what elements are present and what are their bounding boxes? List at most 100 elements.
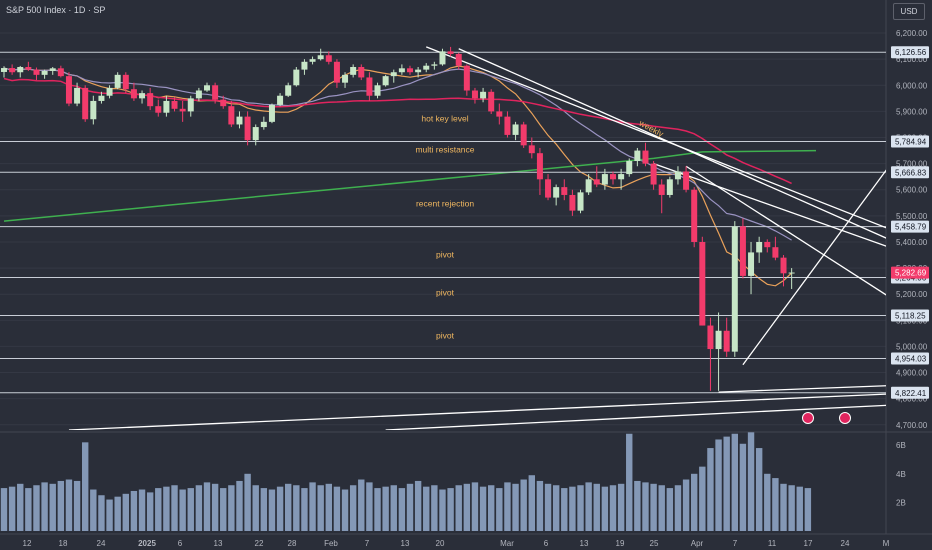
trendlines[interactable] [68, 46, 889, 430]
volume-bar [106, 499, 113, 531]
time-tick-label: 13 [401, 539, 410, 548]
time-tick-label: 28 [288, 539, 297, 548]
level-price-tag [891, 386, 929, 399]
volume-bar [25, 488, 32, 531]
volume-bar [455, 485, 462, 531]
volume-bar [423, 486, 430, 531]
volume-bar [268, 489, 276, 531]
level-price-label: 5,784.94 [895, 137, 927, 146]
volume-bar [146, 492, 154, 531]
candle-body [1, 68, 7, 72]
candle-body [41, 70, 48, 75]
ma-long-green-line [3, 149, 817, 222]
volume-bar [731, 433, 738, 531]
candle-body [212, 85, 219, 100]
candle-body [431, 64, 438, 66]
candle-body [618, 174, 625, 180]
volume-bar [512, 483, 519, 531]
level-price-tag [891, 220, 929, 233]
volume-bar [585, 482, 592, 531]
volume-bar [82, 442, 89, 531]
event-markers[interactable] [802, 412, 851, 424]
volume-bar [41, 482, 48, 531]
volume-bar [699, 466, 706, 531]
candle-body [49, 68, 56, 71]
candle-body [585, 179, 592, 193]
volume-bar [577, 485, 584, 531]
candle-body [122, 74, 129, 90]
candle-body [683, 171, 690, 190]
candlesticks [1, 46, 795, 391]
candle-body [350, 67, 357, 75]
candle-body [90, 100, 97, 120]
volume-bar [764, 473, 771, 531]
volume-tick-label: 2B [896, 498, 906, 507]
volume-bar [755, 448, 763, 531]
time-tick-label: 25 [650, 539, 659, 548]
candle-body [634, 150, 641, 162]
volume-bar [796, 486, 803, 531]
time-tick-label: 12 [23, 539, 32, 548]
volume-tick-label: 6B [896, 441, 906, 450]
candle-body [57, 68, 64, 77]
candle-body [187, 98, 194, 112]
volume-bar [73, 480, 81, 531]
time-scale[interactable]: 12 18 24 2025 6 13 22 28 Feb 7 13 20 Mar 6 13 19 25 Apr 7 1… [23, 539, 890, 548]
candle-body [748, 252, 755, 276]
candle-body [488, 91, 495, 112]
event-flag-icon [802, 412, 814, 424]
price-scale[interactable]: 2B 4B 6B 4,700.00 4,800.00 4,900.00 5,000.00 5,… [891, 29, 929, 507]
volume-bar [788, 485, 795, 531]
time-tick-label: 13 [214, 539, 223, 548]
candle-body [577, 192, 584, 211]
last-price-tag [891, 266, 929, 279]
volume-bar [642, 482, 649, 531]
currency-button[interactable]: USD [893, 3, 925, 20]
candle-body [74, 87, 81, 104]
candle-body [480, 91, 487, 99]
time-tick-label: 11 [768, 539, 777, 548]
volume-bar [569, 486, 576, 531]
volume-bar [171, 485, 178, 531]
price-tick-label: 5,400.00 [896, 238, 928, 247]
long-support-line-3 [718, 385, 886, 393]
price-tick-label: 5,200.00 [896, 290, 928, 299]
candle-body [398, 68, 405, 73]
time-tick-label: 20 [436, 539, 445, 548]
downtrend-line-3 [685, 165, 886, 296]
candle-body [147, 93, 154, 107]
candle-body [382, 76, 389, 86]
volume-bar [626, 433, 633, 531]
price-tick-label: 5,500.00 [896, 212, 928, 221]
candle-body [691, 189, 698, 242]
time-tick-label: Apr [691, 539, 704, 548]
price-tick-label: 5,700.00 [896, 160, 928, 169]
candle-body [731, 226, 738, 352]
volume-bar [398, 488, 406, 531]
candle-body [715, 330, 722, 350]
candle-body [236, 116, 243, 125]
volume-bar [674, 485, 682, 531]
volume-bar [431, 485, 438, 531]
candle-body [699, 241, 706, 326]
volume-bar [317, 485, 324, 531]
volume-bar [488, 485, 495, 531]
candle-body [674, 171, 681, 180]
volume-bar [301, 488, 308, 531]
volume-bar [276, 486, 284, 531]
level-price-tag [891, 352, 929, 365]
volume-bar [33, 485, 40, 531]
volume-bar [130, 490, 138, 531]
downtrend-line-weekly [426, 46, 886, 229]
time-tick-label: 6 [544, 539, 549, 548]
candle-body [277, 95, 284, 105]
candle-body [366, 77, 373, 96]
volume-bar [561, 488, 568, 531]
price-tick-label: 6,100.00 [896, 55, 928, 64]
volume-bar [252, 485, 259, 531]
candle-body [333, 61, 340, 83]
level-price-label: 5,118.25 [895, 312, 926, 321]
candle-body [25, 67, 32, 70]
volume-bar [471, 482, 479, 531]
